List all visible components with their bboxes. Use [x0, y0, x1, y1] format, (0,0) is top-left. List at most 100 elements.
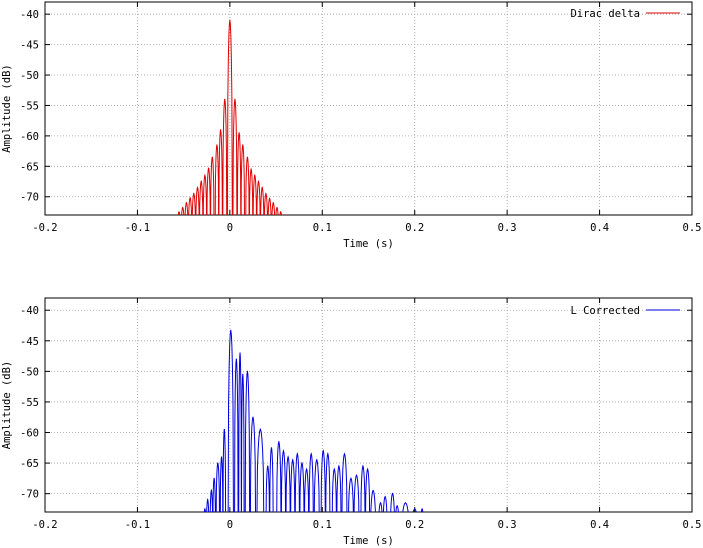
- series-peak-point: [280, 211, 282, 213]
- y-tick-label: -40: [20, 9, 39, 21]
- x-axis-label: Time (s): [343, 238, 394, 250]
- series-peak-point: [252, 416, 254, 418]
- x-tick-label: 0: [227, 222, 233, 234]
- series-peak-point: [200, 180, 202, 183]
- series-peak-point: [220, 129, 222, 131]
- series-peak-point: [239, 352, 241, 354]
- x-tick-label: -0.1: [125, 222, 150, 234]
- x-tick-label: 0.2: [405, 519, 424, 531]
- series-peak-point: [404, 502, 407, 504]
- series-peak-point: [355, 474, 358, 476]
- series-peak-point: [223, 428, 225, 431]
- series-peak-point: [189, 197, 191, 199]
- series-peak-point: [204, 174, 206, 177]
- series-peak-point: [272, 202, 274, 204]
- y-tick-label: -40: [20, 305, 39, 317]
- series-line: [203, 330, 424, 512]
- series-peak-point: [235, 358, 237, 360]
- series-peak-point: [250, 168, 252, 170]
- y-tick-label: -60: [20, 131, 39, 143]
- series-peak-point: [246, 370, 249, 372]
- x-tick-label: 0.3: [498, 519, 517, 531]
- series-peak-point: [296, 453, 298, 455]
- series-peak-point: [178, 211, 180, 213]
- series-peak-point: [242, 144, 244, 146]
- series-peak-point: [267, 465, 269, 467]
- series-peak-point: [287, 456, 289, 458]
- series-peak-point: [204, 508, 206, 510]
- series-peak-point: [242, 373, 244, 376]
- series-peak-point: [278, 441, 280, 443]
- series-dirac-delta: [177, 19, 282, 215]
- x-tick-label: 0.3: [498, 222, 517, 234]
- series-peak-point: [276, 207, 278, 209]
- series-peak-point: [366, 468, 369, 470]
- legend: Dirac delta: [570, 8, 680, 20]
- series-peak-point: [305, 468, 308, 470]
- y-tick-label: -45: [20, 336, 39, 348]
- y-tick-label: -70: [20, 489, 39, 501]
- plot-frame: [44, 1, 693, 216]
- series-peak-point: [372, 490, 374, 492]
- chart-panel-dirac-delta: -0.2 -0.1 0 0.1 0.2 0.3 0.4 0.5 -40 -45 -50 -55 -60 -…: [1, 1, 702, 250]
- y-tick-label: -55: [20, 100, 39, 112]
- series-peak-point: [261, 187, 263, 189]
- x-axis-label: Time (s): [343, 535, 394, 547]
- series-peak-point: [270, 447, 273, 449]
- series-l-corrected: [203, 329, 424, 512]
- series-peak-point: [379, 502, 382, 504]
- series-peak-point: [282, 450, 285, 452]
- series-peak-point: [254, 174, 256, 177]
- series-peak-point: [259, 428, 261, 431]
- x-tick-label: 0.2: [405, 222, 424, 234]
- series-peak-point: [196, 187, 199, 189]
- series-peak-point: [350, 477, 352, 479]
- series-peak-point: [234, 98, 236, 100]
- x-tick-label: 0.5: [683, 519, 702, 531]
- plot-frame: [44, 297, 693, 513]
- x-tick-label: 0.5: [683, 222, 702, 234]
- x-tick-label: 0.1: [313, 222, 332, 234]
- y-tick-label: -70: [20, 192, 39, 204]
- y-tick-label: -65: [20, 458, 39, 470]
- series-peak-point: [220, 456, 223, 458]
- series-peak-point: [182, 207, 184, 209]
- series-peak-point: [217, 462, 219, 464]
- series-peak-point: [224, 98, 226, 100]
- legend-label: Dirac delta: [570, 8, 640, 20]
- series-peak-point: [333, 468, 335, 470]
- x-tick-label: 0.4: [590, 222, 609, 234]
- series-peak-point: [185, 202, 188, 204]
- series-peak-point: [310, 453, 312, 455]
- series-peak-point: [265, 193, 267, 195]
- series-peak-point: [207, 499, 209, 501]
- series-peak-point: [322, 450, 324, 452]
- series-peak-point: [238, 132, 240, 134]
- chart-panel-l-corrected: -0.2 -0.1 0 0.1 0.2 0.3 0.4 0.5 -40 -45 -50 -55 -60 -…: [1, 297, 702, 547]
- series-peak-point: [327, 453, 329, 455]
- series-peak-point: [343, 453, 346, 455]
- series-peak-point: [207, 167, 210, 169]
- y-tick-label: -55: [20, 397, 39, 409]
- series-peak-point: [391, 493, 394, 495]
- series-peak-point: [210, 490, 212, 492]
- series-peak-point: [211, 156, 213, 158]
- series-peak-point: [216, 144, 218, 146]
- y-tick-label: -50: [20, 70, 39, 82]
- series-peak-point: [421, 508, 423, 510]
- x-tick-label: 0.4: [590, 519, 609, 531]
- series-peak-point: [269, 197, 271, 200]
- series-peak-point: [213, 477, 215, 479]
- x-tick-label: -0.2: [32, 519, 57, 531]
- series-peak-point: [301, 462, 303, 464]
- series-peak-point: [338, 465, 340, 467]
- y-tick-label: -50: [20, 366, 39, 378]
- y-axis-label: Amplitude (dB): [1, 361, 13, 450]
- series-peak-point: [384, 496, 386, 498]
- y-tick-label: -45: [20, 40, 39, 52]
- series-peak-point: [396, 505, 398, 507]
- x-tick-label: 0.1: [313, 519, 332, 531]
- series-peak-point: [292, 459, 294, 461]
- y-tick-label: -65: [20, 161, 39, 173]
